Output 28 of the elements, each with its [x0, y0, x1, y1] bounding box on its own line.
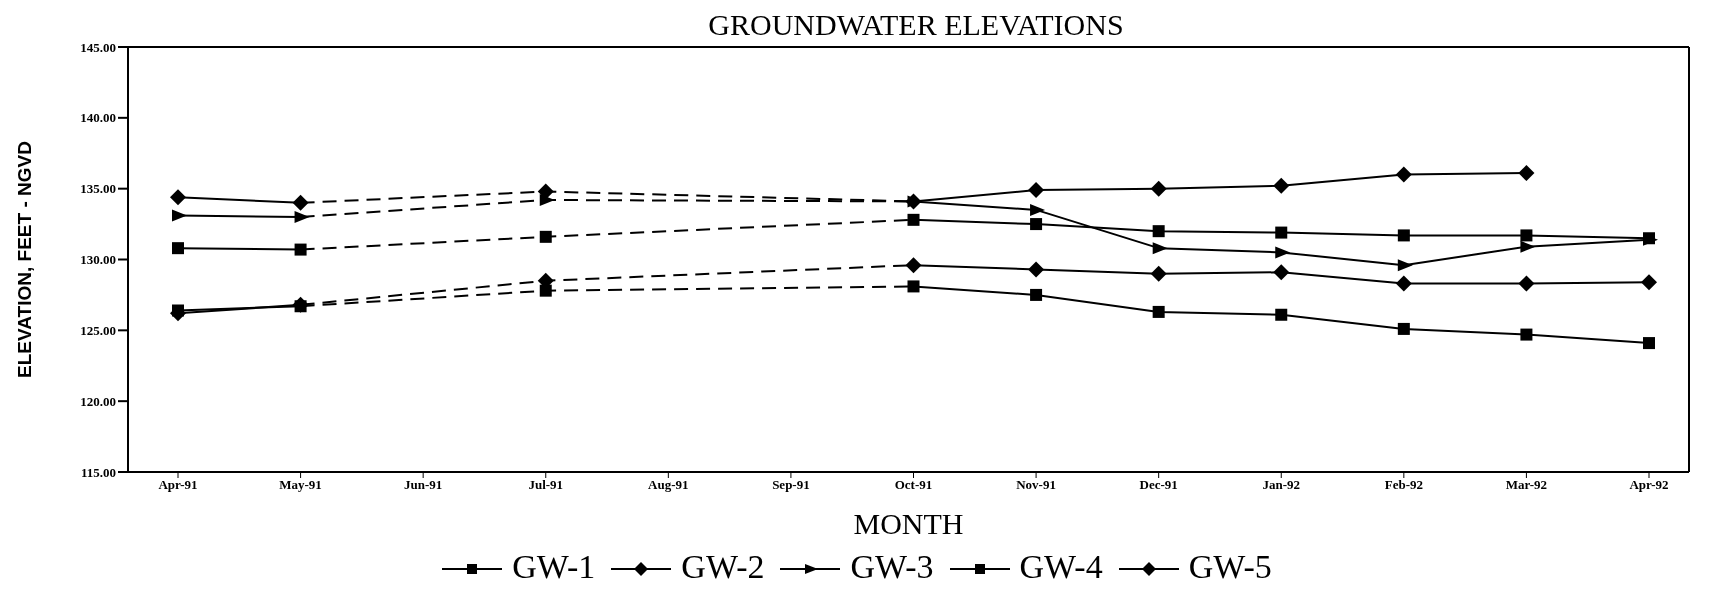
x-tick-label: Oct-91 — [894, 477, 933, 493]
legend-label: GW-4 — [1019, 548, 1103, 586]
x-tick-label: Dec-91 — [1139, 477, 1178, 493]
y-tick-label: 120.00 — [80, 393, 116, 409]
x-tick-label: Aug-91 — [648, 477, 689, 493]
y-tick-label: 145.00 — [80, 39, 116, 55]
x-tick-label: Feb-92 — [1384, 477, 1423, 493]
x-tick-label: Apr-91 — [158, 477, 198, 493]
chart-title: GROUNDWATER ELEVATIONS — [708, 8, 1124, 41]
x-tick-label: Jul-91 — [528, 477, 564, 493]
x-tick-label: Jun-91 — [404, 477, 443, 493]
x-tick-label: May-91 — [279, 477, 322, 493]
x-axis-title: MONTH — [853, 507, 964, 540]
x-tick-label: Mar-92 — [1505, 477, 1548, 493]
x-tick-label: Nov-91 — [1016, 477, 1056, 493]
y-tick-label: 125.00 — [80, 322, 116, 338]
legend-label: GW-3 — [850, 548, 934, 586]
y-tick-label: 115.00 — [80, 464, 116, 480]
legend-label: GW-5 — [1188, 548, 1272, 586]
y-tick-label: 135.00 — [80, 181, 116, 197]
y-axis-title: ELEVATION, FEET - NGVD — [13, 141, 35, 378]
legend-label: GW-1 — [512, 548, 596, 586]
x-tick-label: Jan-92 — [1262, 477, 1301, 493]
x-tick-label: Apr-92 — [1629, 477, 1669, 493]
legend-label: GW-2 — [681, 548, 765, 586]
y-tick-label: 130.00 — [80, 252, 116, 268]
y-tick-label: 140.00 — [80, 110, 116, 126]
x-tick-label: Sep-91 — [772, 477, 810, 493]
